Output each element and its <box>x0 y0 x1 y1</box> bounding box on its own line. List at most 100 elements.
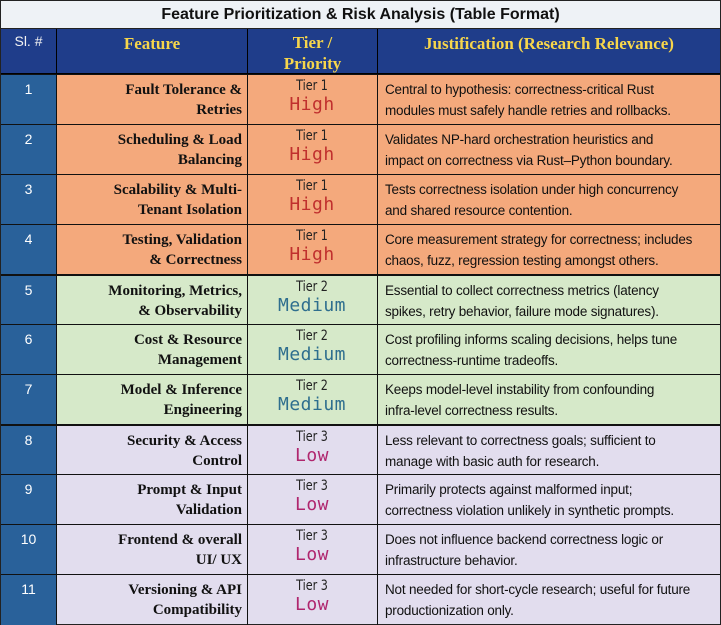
column-divider <box>56 375 57 425</box>
justification: Validates NP-hard orchestration heuristi… <box>377 125 720 175</box>
feature-line1: Testing, Validation <box>122 232 243 248</box>
header-justification: Justification (Research Relevance) <box>378 29 720 73</box>
header-justification-label: Justification (Research Relevance) <box>424 34 674 53</box>
column-divider <box>377 325 378 375</box>
column-divider <box>56 276 57 326</box>
row-number: 3 <box>1 175 56 225</box>
tier-label: Tier 1 <box>296 78 328 94</box>
header-feature: Feature <box>57 29 247 73</box>
justification-line2: and shared resource contention. <box>385 203 573 218</box>
feature-line2: Tenant Isolation <box>137 202 242 218</box>
feature-line2: Management <box>157 352 242 368</box>
row-number: 10 <box>1 525 56 575</box>
column-divider <box>247 325 248 375</box>
column-divider <box>377 575 378 625</box>
feature-name: Security & Access Control <box>56 426 247 476</box>
justification-line1: Cost profiling informs scaling decisions… <box>385 332 677 347</box>
header-tier-line1: Tier / <box>292 33 333 52</box>
priority-label: High <box>289 144 335 165</box>
justification: Tests correctness isolation under high c… <box>377 175 720 225</box>
priority-label: Low <box>294 445 329 466</box>
justification: Primarily protects against malformed inp… <box>377 475 720 525</box>
column-divider <box>377 426 378 476</box>
feature-name: Frontend & overall UI/ UX <box>56 525 247 575</box>
feature-line1: Security & Access <box>127 433 242 449</box>
feature-line1: Frontend & overall <box>118 532 242 548</box>
row-number: 7 <box>1 375 56 425</box>
tier-priority: Tier 2 Medium <box>247 325 377 375</box>
row-number: 2 <box>1 125 56 175</box>
column-divider <box>247 375 248 425</box>
column-divider <box>56 125 57 175</box>
justification-line2: impact on correctness via Rust–Python bo… <box>385 153 673 168</box>
tier-priority: Tier 3 Low <box>247 575 377 625</box>
feature-line1: Model & Inference <box>120 382 242 398</box>
column-divider <box>377 225 378 275</box>
column-divider <box>56 475 57 525</box>
column-divider <box>247 175 248 225</box>
tier-priority: Tier 1 High <box>247 225 377 275</box>
justification: Not needed for short-cycle research; use… <box>377 575 720 625</box>
justification-line2: correctness violation unlikely in synthe… <box>385 503 674 518</box>
column-divider <box>56 225 57 275</box>
justification-line2: modules must safely handle retries and r… <box>385 103 671 118</box>
justification-line1: Primarily protects against malformed inp… <box>385 482 633 497</box>
table-row: 3 Scalability & Multi- Tenant Isolation Tie… <box>1 174 720 225</box>
priority-label: Low <box>294 594 329 615</box>
feature-name: Prompt & Input Validation <box>56 475 247 525</box>
feature-line1: Scheduling & Load <box>117 132 242 148</box>
justification-line1: Keeps model-level instability from confo… <box>385 382 655 397</box>
tier-priority: Tier 1 High <box>247 75 377 125</box>
table-title: Feature Prioritization & Risk Analysis (… <box>1 1 720 29</box>
tier-label: Tier 2 <box>296 279 328 295</box>
column-divider <box>56 325 57 375</box>
feature-line2: Engineering <box>163 402 242 418</box>
column-divider <box>247 475 248 525</box>
justification: Essential to collect correctness metrics… <box>377 276 720 326</box>
column-divider <box>377 525 378 575</box>
justification-line1: Tests correctness isolation under high c… <box>385 182 679 197</box>
tier-label: Tier 1 <box>296 128 328 144</box>
justification-line1: Essential to collect correctness metrics… <box>385 283 659 298</box>
justification-line2: chaos, fuzz, regression testing amongst … <box>385 253 659 268</box>
table-row: 2 Scheduling & Load Balancing Tier 1 High Val… <box>1 124 720 175</box>
table-row: 7 Model & Inference Engineering Tier 2 Mediu… <box>1 374 720 425</box>
feature-name: Cost & Resource Management <box>56 325 247 375</box>
column-divider <box>377 75 378 125</box>
column-divider <box>56 75 57 125</box>
feature-name: Testing, Validation & Correctness <box>56 225 247 275</box>
feature-line1: Scalability & Multi- <box>113 182 242 198</box>
header-tier: Tier / Priority <box>248 29 377 73</box>
tier-label: Tier 3 <box>296 528 328 544</box>
row-number: 8 <box>1 426 56 476</box>
feature-line1: Fault Tolerance & <box>125 82 242 98</box>
justification-line2: productionization only. <box>385 603 514 618</box>
justification-line1: Not needed for short-cycle research; use… <box>385 582 691 597</box>
justification: Keeps model-level instability from confo… <box>377 375 720 425</box>
column-divider <box>247 426 248 476</box>
feature-line2: & Correctness <box>149 252 242 268</box>
priority-label: Low <box>294 494 329 515</box>
tier-label: Tier 1 <box>296 178 328 194</box>
justification-line2: infra-level correctness results. <box>385 403 558 418</box>
feature-name: Fault Tolerance & Retries <box>56 75 247 125</box>
column-divider <box>377 125 378 175</box>
header-sl-label: Sl. # <box>14 33 43 49</box>
column-divider <box>56 426 57 476</box>
justification-line2: spikes, retry behavior, failure mode sig… <box>385 304 659 319</box>
table-row: 11 Versioning & API Compatibility Tier 3 Low… <box>1 574 720 625</box>
tier-label: Tier 1 <box>296 228 328 244</box>
header-tier-line2: Priority <box>283 54 342 73</box>
column-divider <box>377 276 378 326</box>
tier-label: Tier 2 <box>296 328 328 344</box>
tier-priority: Tier 2 Medium <box>247 375 377 425</box>
column-divider <box>247 575 248 625</box>
column-divider <box>247 125 248 175</box>
priority-label: Medium <box>277 344 347 365</box>
justification-line2: manage with basic auth for research. <box>385 454 600 469</box>
priority-label: Medium <box>277 295 347 316</box>
row-number: 4 <box>1 225 56 275</box>
tier-priority: Tier 3 Low <box>247 475 377 525</box>
justification: Less relevant to correctness goals; suff… <box>377 426 720 476</box>
justification-line1: Does not influence backend correctness l… <box>385 532 664 547</box>
